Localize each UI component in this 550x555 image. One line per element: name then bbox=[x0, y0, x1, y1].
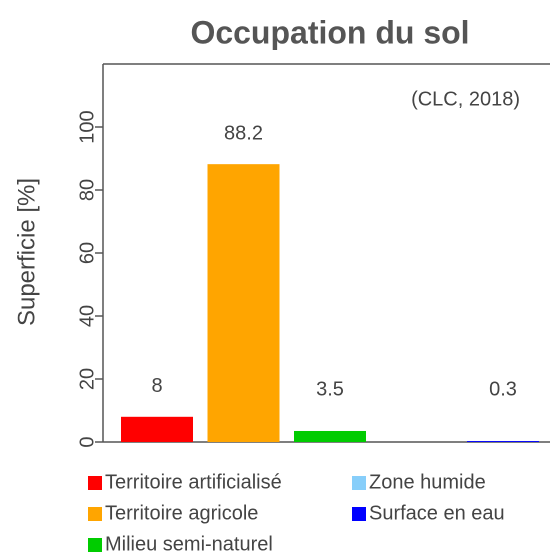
subtitle: (CLC, 2018) bbox=[411, 88, 520, 110]
legend-swatch bbox=[352, 476, 366, 490]
legend-swatch bbox=[88, 538, 102, 552]
y-tick-label: 0 bbox=[76, 436, 98, 447]
legend-label: Territoire agricole bbox=[105, 502, 258, 524]
bar bbox=[294, 430, 366, 442]
value-label: 8 bbox=[151, 375, 162, 397]
y-tick-label: 60 bbox=[76, 242, 98, 264]
chart-title: Occupation du sol bbox=[190, 14, 469, 50]
legend-swatch bbox=[88, 476, 102, 490]
value-label: 0.3 bbox=[489, 378, 517, 400]
legend-swatch bbox=[88, 507, 102, 521]
legend-swatch bbox=[352, 507, 366, 521]
value-label: 3.5 bbox=[316, 378, 344, 400]
y-tick-label: 40 bbox=[76, 305, 98, 327]
bar bbox=[121, 416, 193, 442]
legend-label: Zone humide bbox=[369, 471, 486, 493]
bar bbox=[467, 441, 539, 442]
y-tick-label: 80 bbox=[76, 179, 98, 201]
legend-label: Surface en eau bbox=[369, 502, 505, 524]
bar bbox=[207, 164, 280, 443]
legend-label: Milieu semi-naturel bbox=[105, 533, 273, 555]
y-tick-label: 20 bbox=[76, 368, 98, 390]
y-axis-label: Superficie [%] bbox=[13, 178, 40, 326]
y-tick-label: 100 bbox=[76, 110, 98, 143]
legend-label: Territoire artificialisé bbox=[105, 471, 282, 493]
value-label: 88.2 bbox=[224, 122, 263, 144]
